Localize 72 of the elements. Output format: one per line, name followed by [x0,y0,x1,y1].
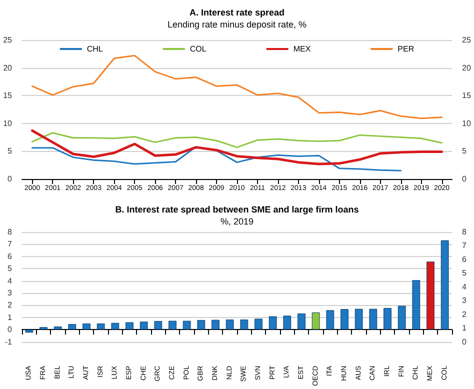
y2-tick-label: 3 [462,296,467,306]
legend-label: COL [190,44,207,54]
y2-tick-label: 15 [462,91,472,100]
bar [82,323,90,330]
y-tick-label: 7 [8,240,13,249]
bar [212,320,220,330]
y-tick-label: 15 [3,91,13,100]
y-tick-label: 25 [3,36,13,44]
bar [96,323,105,330]
bar [226,320,234,330]
line-series [31,146,402,172]
bar [298,313,306,330]
bar [440,240,449,330]
chart-title: A. Interest rate spread [189,8,285,18]
bar [154,321,162,330]
y-tick-label: 8 [8,228,13,236]
y2-tick-label: 0 [462,337,467,346]
y-tick-label: 20 [3,63,13,72]
y-tick-label: 3 [8,288,13,298]
y-tick-label: 6 [8,252,13,261]
bar [326,310,334,330]
bar [182,320,191,330]
line-series [31,54,443,120]
bar [312,312,320,330]
bar [140,322,148,330]
y2-tick-label: 2 [462,310,467,319]
bar [384,308,392,330]
bar [369,308,378,330]
y-tick-label: 0 [8,325,13,334]
line-series [31,132,443,148]
legend-label: MEX [293,44,312,54]
bar [398,306,406,330]
bar [240,320,248,330]
bar [126,322,134,330]
line-series [30,129,444,166]
y-tick-label: 5 [8,146,13,156]
bar [197,320,206,330]
y-tick-label: 4 [8,276,13,286]
y2-tick-label: 8 [462,228,467,236]
bar [168,320,176,330]
bar [54,326,62,330]
bar [268,316,277,330]
y2-tick-label: 1 [462,324,467,333]
bar [354,308,363,330]
y2-tick-label: 5 [462,268,467,278]
y2-tick-label: 6 [462,254,467,264]
bar [68,324,76,330]
y2-tick-label: 5 [462,146,467,156]
y-tick-label: 1 [8,312,13,322]
y-tick-label: 10 [3,118,13,128]
bar [426,262,434,330]
legend-label: PER [398,44,414,54]
legend-label: CHL [86,44,104,54]
y-tick-label: -1 [4,337,13,346]
y-tick-label: 5 [8,264,13,274]
bar [254,318,262,330]
y2-tick-label: 25 [462,36,472,44]
chart-title: B. Interest rate spread between SME and large firm loans [115,204,359,214]
bar [111,322,120,330]
y2-tick-label: 20 [462,63,472,72]
bar [412,280,420,330]
y2-tick-label: 7 [462,241,467,250]
bar [340,309,348,330]
bar [283,316,292,330]
y2-tick-label: 0 [462,174,467,184]
y-tick-label: 0 [8,174,13,184]
y2-tick-label: 4 [462,282,467,292]
chart-subtitle: %, 2019 [220,216,254,226]
bar [25,330,34,333]
chart-subtitle: Lending rate minus deposit rate, % [167,20,307,30]
y2-tick-label: 10 [462,118,472,128]
y-tick-label: 2 [8,300,13,310]
